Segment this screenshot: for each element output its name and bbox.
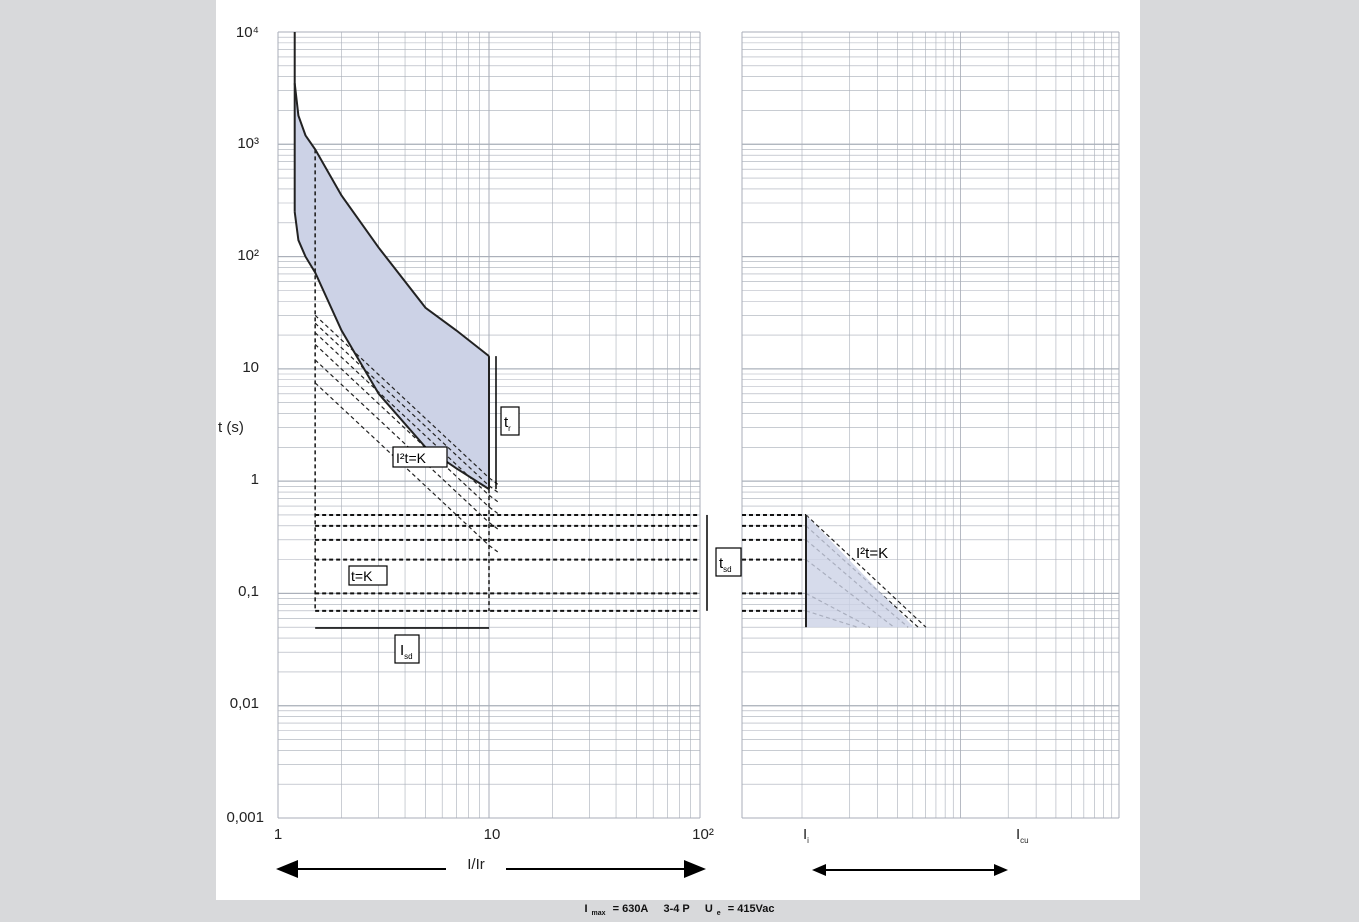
tolerance-band <box>294 83 489 490</box>
tk-label: t=K <box>348 565 388 586</box>
x-tick-label-ii: Ii <box>803 826 809 845</box>
svg-text:Isd: Isd <box>400 642 413 661</box>
y-axis-label: t (s) <box>218 419 244 436</box>
x-tick-label: 10² <box>692 826 714 843</box>
y-tick-label: 0,1 <box>238 583 259 600</box>
x-tick-label: 1 <box>274 826 282 843</box>
dashed-curve <box>314 332 499 503</box>
dashed-curve <box>314 314 499 485</box>
poles-rating: 3-4 P <box>663 903 690 915</box>
svg-text:tr: tr <box>504 414 511 433</box>
y-tick-label: 10 <box>242 359 259 376</box>
dashed-curve <box>805 514 927 628</box>
dashed-curve <box>314 343 499 514</box>
x-axis-label: I/Ir <box>467 856 485 873</box>
x-tick-label: 10 <box>484 826 501 843</box>
x-axis-arrow-right <box>812 864 1008 876</box>
y-tick-label: 10² <box>237 247 259 264</box>
svg-text:tsd: tsd <box>719 555 732 574</box>
y-tick-label: 10⁴ <box>236 24 259 41</box>
tr-label: tr <box>500 406 520 436</box>
tsd-label: tsd <box>715 547 742 577</box>
svg-text:I²t=K: I²t=K <box>396 450 427 466</box>
x-tick-label-icu: Icu <box>1016 826 1029 845</box>
y-tick-label: 0,001 <box>226 809 264 826</box>
y-tick-label: 0,01 <box>230 695 259 712</box>
i2t-label-right: I²t=K <box>856 545 888 562</box>
svg-text:t=K: t=K <box>351 568 373 584</box>
dashed-curve <box>805 525 919 628</box>
series-line <box>293 83 490 357</box>
dashed-curve <box>314 359 499 530</box>
dashed-curve <box>314 382 499 553</box>
y-tick-label: 10³ <box>237 135 259 152</box>
chart-marks <box>293 32 927 629</box>
grid-right <box>741 31 1120 819</box>
dashed-curve <box>314 322 499 493</box>
x-axis-arrow-left <box>276 860 706 878</box>
trip-curve-chart: 10⁴ 10³ 10² 10 1 0,1 0,01 0,001 t (s) 1 … <box>218 24 1120 878</box>
isd-label: Isd <box>394 634 420 664</box>
i2t-label-left: I²t=K <box>392 446 448 468</box>
right-band <box>806 514 914 628</box>
chart-panel: 10⁴ 10³ 10² 10 1 0,1 0,01 0,001 t (s) 1 … <box>216 0 1140 900</box>
y-tick-label: 1 <box>251 471 259 488</box>
